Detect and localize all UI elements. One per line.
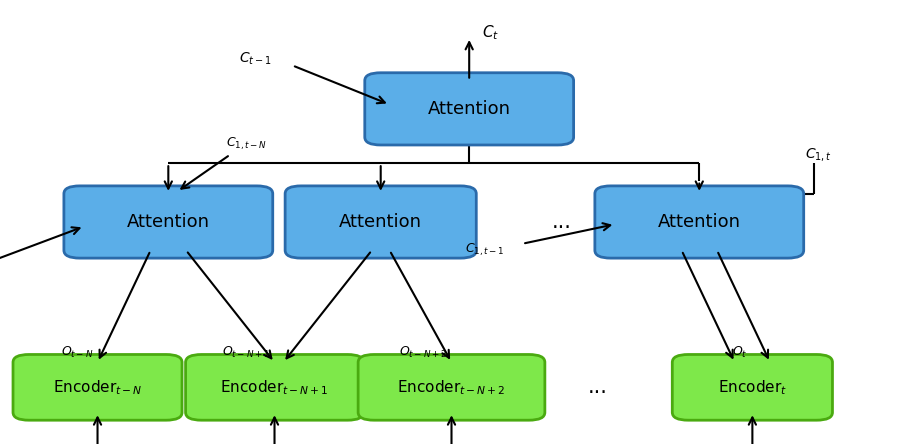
Text: Attention: Attention	[428, 100, 511, 118]
Text: $O_{t-N+1}$: $O_{t-N+1}$	[222, 345, 270, 360]
FancyBboxPatch shape	[285, 186, 475, 258]
FancyBboxPatch shape	[13, 354, 182, 420]
Text: Attention: Attention	[657, 213, 740, 231]
Text: $O_{t-N}$: $O_{t-N}$	[60, 345, 93, 360]
FancyBboxPatch shape	[64, 186, 272, 258]
Text: ...: ...	[587, 377, 607, 397]
FancyBboxPatch shape	[672, 354, 832, 420]
Text: $C_{1,t-1}$: $C_{1,t-1}$	[465, 242, 504, 258]
Text: Encoder$_{t-N}$: Encoder$_{t-N}$	[52, 378, 143, 396]
Text: $C_{1,t-N}$: $C_{1,t-N}$	[226, 135, 267, 152]
FancyBboxPatch shape	[358, 354, 544, 420]
Text: Encoder$_{t}$: Encoder$_{t}$	[717, 378, 786, 396]
Text: Attention: Attention	[339, 213, 422, 231]
Text: Attention: Attention	[126, 213, 209, 231]
Text: ...: ...	[551, 212, 572, 232]
Text: $C_{1,t}$: $C_{1,t}$	[805, 146, 832, 163]
FancyBboxPatch shape	[186, 354, 363, 420]
Text: Encoder$_{t-N+1}$: Encoder$_{t-N+1}$	[220, 378, 328, 396]
Text: $C_{t-1}$: $C_{t-1}$	[239, 51, 272, 67]
FancyBboxPatch shape	[364, 73, 573, 145]
Text: $C_t$: $C_t$	[482, 24, 499, 42]
FancyBboxPatch shape	[594, 186, 803, 258]
Text: $O_{t-N+2}$: $O_{t-N+2}$	[399, 345, 446, 360]
Text: $O_t$: $O_t$	[732, 345, 747, 360]
Text: Encoder$_{t-N+2}$: Encoder$_{t-N+2}$	[397, 378, 505, 396]
